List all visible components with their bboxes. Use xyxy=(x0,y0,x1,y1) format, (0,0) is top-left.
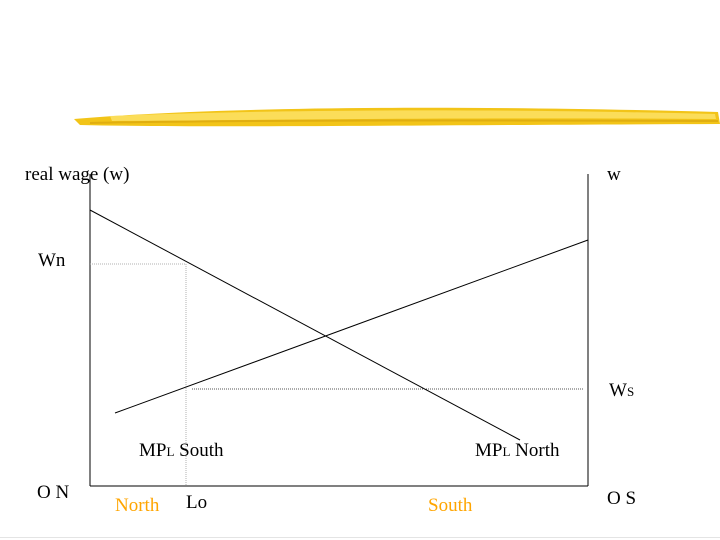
mpl-south-sub: L xyxy=(166,444,175,459)
mpl-south-rest: South xyxy=(174,440,224,461)
mpl-south-main: MP xyxy=(139,440,167,461)
bottom-rule xyxy=(0,537,720,538)
wage-south-label: WS xyxy=(609,381,634,400)
labor-split-label: Lo xyxy=(186,492,208,513)
right-axis-label: w xyxy=(607,164,621,185)
mpl-north-label: MPL North xyxy=(475,441,560,460)
mpl-north-rest: North xyxy=(510,440,560,461)
yellow-brush-stroke xyxy=(74,107,720,127)
mpl-north-curve xyxy=(89,209,521,441)
mpl-north-sub: L xyxy=(502,444,511,459)
wage-south-sub: S xyxy=(626,384,635,399)
wage-north-label: Wn xyxy=(38,250,66,271)
wage-south-main: W xyxy=(609,380,627,401)
origin-south-label: O S xyxy=(607,488,637,509)
left-axis-label: real wage (w) xyxy=(25,164,130,185)
mpl-south-label: MPL South xyxy=(139,441,224,460)
region-south-label: South xyxy=(428,495,473,516)
mpl-south-curve xyxy=(114,239,589,414)
origin-north-label: O N xyxy=(37,482,70,503)
region-north-label: North xyxy=(115,495,160,516)
mpl-north-main: MP xyxy=(475,440,503,461)
